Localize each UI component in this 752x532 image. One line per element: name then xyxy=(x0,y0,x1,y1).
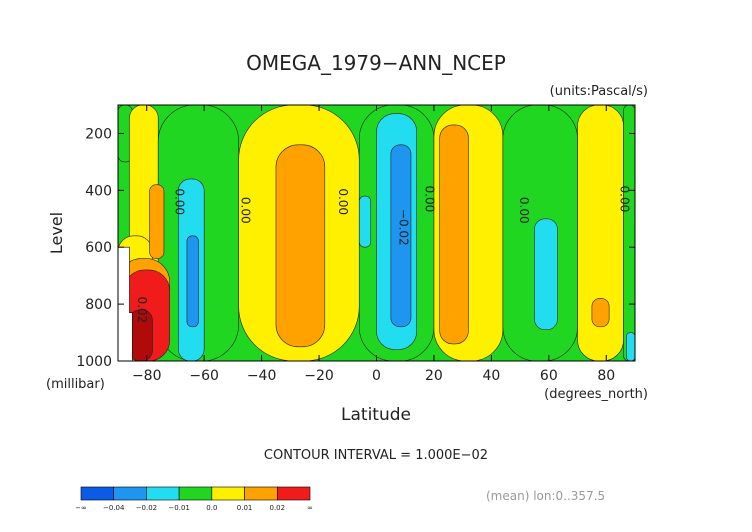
y-axis-label: Level xyxy=(47,212,66,254)
legend-label: ∞ xyxy=(307,504,313,512)
x-unit-label: (degrees_north) xyxy=(544,387,648,402)
y-tick-label: 800 xyxy=(85,297,112,313)
zero-contour-label: 0.00 xyxy=(172,188,186,215)
x-tick-label: 20 xyxy=(425,368,443,384)
x-tick-label: 80 xyxy=(597,368,615,384)
zero-contour-label: 0.00 xyxy=(336,188,350,215)
y-tick-label: 600 xyxy=(85,240,112,256)
legend-swatch xyxy=(211,486,245,501)
y-tick-label: 400 xyxy=(85,183,112,199)
legend-swatch xyxy=(276,486,311,501)
legend-label: −0.01 xyxy=(168,504,189,512)
legend-label: 0.0 xyxy=(206,504,217,512)
contour-region-20 xyxy=(439,124,469,345)
legend-label: −0.04 xyxy=(103,504,125,512)
terrain-mask xyxy=(118,246,133,361)
contour-region-16 xyxy=(275,144,326,348)
positive-contour-label: 0.02 xyxy=(135,296,149,323)
contour-region-17 xyxy=(358,195,372,248)
y-tick-labels: 200 400 600 800 1000 xyxy=(76,126,635,370)
x-tick-label: 0 xyxy=(372,368,381,384)
contour-region-13 xyxy=(149,184,165,259)
legend-label: 0.02 xyxy=(269,504,285,512)
legend-swatch xyxy=(178,486,213,501)
contour-region-15 xyxy=(186,235,199,328)
y-tick-label: 1000 xyxy=(76,354,112,370)
legend-swatch xyxy=(244,486,278,501)
units-label: (units:Pascal/s) xyxy=(550,84,648,99)
x-tick-label: −40 xyxy=(247,368,277,384)
contour-region-19 xyxy=(390,144,412,328)
x-tick-label: 60 xyxy=(540,368,558,384)
legend-swatch xyxy=(146,486,180,501)
x-tick-label: −80 xyxy=(132,368,162,384)
contour-region-8 xyxy=(623,105,635,361)
x-tick-label: 40 xyxy=(482,368,500,384)
plot-area xyxy=(118,105,635,361)
legend-swatch xyxy=(113,486,147,501)
x-tick-label: −60 xyxy=(189,368,219,384)
contour-region-21 xyxy=(534,218,558,331)
legend-swatch xyxy=(80,486,115,501)
contour-region-23 xyxy=(626,332,635,361)
zero-contour-label: 0.00 xyxy=(239,197,253,224)
contour-labels: 0.00 0.00 0.00 0.00 0.00 0.00 −0.02 0.02 xyxy=(135,186,632,324)
legend-label: −∞ xyxy=(75,504,87,512)
chart-title: OMEGA_1979−ANN_NCEP xyxy=(246,51,506,75)
x-axis-label: Latitude xyxy=(341,405,411,425)
color-legend xyxy=(80,486,311,501)
legend-labels: −∞ −0.04 −0.02 −0.01 0.0 0.01 0.02 ∞ xyxy=(75,504,313,512)
zero-contour-label: 0.00 xyxy=(618,186,632,213)
negative-contour-label: −0.02 xyxy=(396,209,410,246)
x-tick-label: −20 xyxy=(304,368,334,384)
legend-label: 0.01 xyxy=(237,504,253,512)
y-tick-label: 200 xyxy=(85,126,112,142)
zero-contour-label: 0.00 xyxy=(517,197,531,224)
contour-region-22 xyxy=(591,298,610,328)
mean-text: (mean) lon:0..357.5 xyxy=(486,489,605,503)
zero-contour-label: 0.00 xyxy=(422,186,436,213)
x-tick-labels: −80 −60 −40 −20 0 20 40 60 80 xyxy=(132,105,615,384)
legend-label: −0.02 xyxy=(136,504,157,512)
y-unit-label: (millibar) xyxy=(46,377,105,392)
contour-interval-text: CONTOUR INTERVAL = 1.000E−02 xyxy=(264,448,488,463)
